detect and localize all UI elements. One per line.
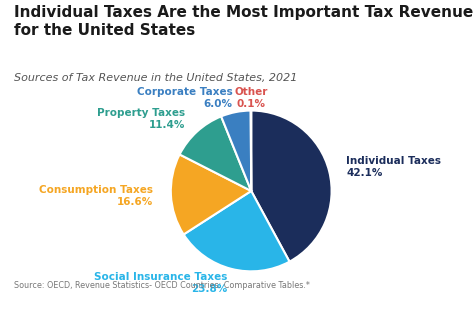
Wedge shape (251, 111, 332, 262)
Text: Individual Taxes Are the Most Important Tax Revenue Source
for the United States: Individual Taxes Are the Most Important … (14, 5, 474, 38)
Text: Social Insurance Taxes
23.8%: Social Insurance Taxes 23.8% (94, 272, 228, 294)
Wedge shape (183, 191, 290, 271)
Text: Source: OECD, Revenue Statistics- OECD Countries: Comparative Tables.*: Source: OECD, Revenue Statistics- OECD C… (14, 281, 310, 290)
Text: Individual Taxes
42.1%: Individual Taxes 42.1% (346, 156, 441, 178)
Wedge shape (180, 116, 251, 191)
Text: Property Taxes
11.4%: Property Taxes 11.4% (97, 108, 185, 130)
Wedge shape (221, 111, 251, 191)
Text: TAX FOUNDATION: TAX FOUNDATION (9, 314, 127, 327)
Wedge shape (171, 154, 251, 234)
Text: Corporate Taxes
6.0%: Corporate Taxes 6.0% (137, 87, 233, 109)
Text: @TaxFoundation: @TaxFoundation (367, 314, 465, 327)
Text: Other
0.1%: Other 0.1% (234, 87, 268, 110)
Text: Sources of Tax Revenue in the United States, 2021: Sources of Tax Revenue in the United Sta… (14, 73, 298, 83)
Text: Consumption Taxes
16.6%: Consumption Taxes 16.6% (39, 185, 153, 207)
